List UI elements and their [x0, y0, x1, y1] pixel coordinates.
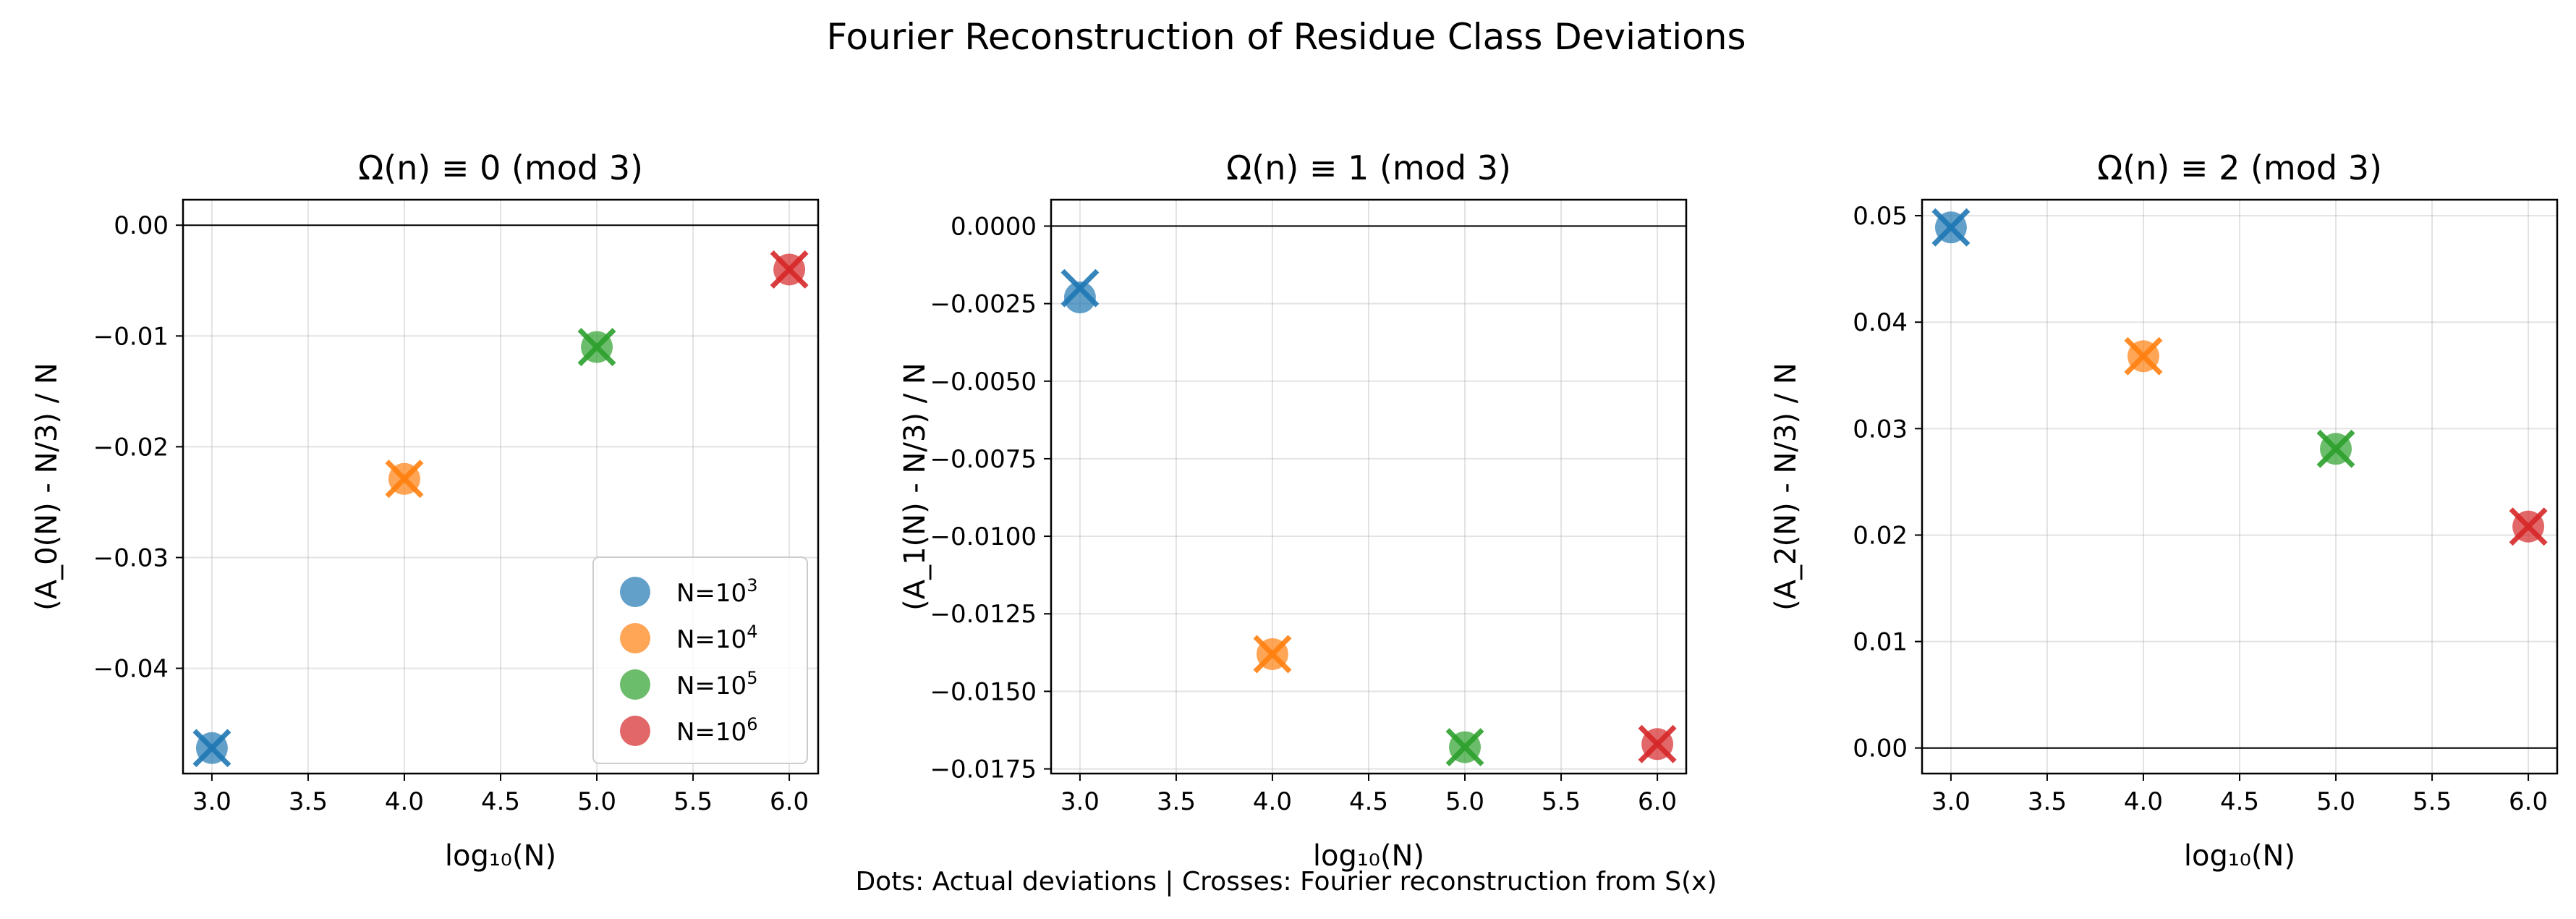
x-tick-label: 3.0: [1060, 787, 1100, 816]
x-tick-label: 3.5: [289, 787, 328, 816]
y-axis-label: (A_2(N) - N/3) / N: [1769, 363, 1803, 611]
x-tick-label: 5.0: [1445, 787, 1484, 816]
fourier-cross-mark: [385, 460, 424, 499]
x-axis-label: log₁₀(N): [2184, 839, 2295, 873]
fourier-cross-mark: [2124, 336, 2163, 376]
y-tick-label: −0.0100: [930, 522, 1037, 551]
legend-label-base: N=10: [676, 672, 747, 700]
legend-label-exponent: 4: [747, 622, 757, 642]
x-tick-label: 6.0: [770, 787, 809, 816]
legend-marker: [620, 623, 650, 653]
chart-panel-0: 3.0 3.5 4.0 4.5 5.0 5.5 6.0 0.00 −0.01 −0.02 −0.03…: [30, 148, 820, 873]
x-tick-label: 6.0: [1638, 787, 1677, 816]
y-tick-label: −0.0075: [930, 445, 1037, 474]
x-tick-label: 5.0: [577, 787, 616, 816]
y-tick-label: 0.00: [1853, 734, 1908, 763]
y-tick-label: −0.0125: [930, 600, 1037, 629]
legend-label-base: N=10: [676, 718, 747, 747]
legend-box: [592, 556, 808, 764]
x-tick-label: 4.5: [481, 787, 520, 816]
y-tick-label: 0.04: [1853, 308, 1908, 337]
y-tick-label: −0.04: [93, 655, 169, 684]
legend-marker: [620, 716, 650, 746]
y-tick-label: −0.02: [93, 433, 169, 462]
fourier-cross-mark: [1253, 635, 1292, 674]
legend-label: N=104: [676, 622, 757, 654]
x-tick-label: 3.0: [192, 787, 231, 816]
x-tick-label: 3.0: [1931, 787, 1971, 816]
x-tick-label: 5.5: [2413, 787, 2452, 816]
x-axis-label: log₁₀(N): [1313, 839, 1424, 873]
fourier-cross-mark: [577, 328, 616, 367]
legend-label-exponent: 3: [747, 575, 757, 596]
x-tick-label: 5.5: [1542, 787, 1581, 816]
x-tick-label: 4.0: [2124, 787, 2163, 816]
x-tick-label: 3.5: [1157, 787, 1196, 816]
x-tick-label: 6.0: [2509, 787, 2548, 816]
x-tick-label: 4.5: [1349, 787, 1388, 816]
y-tick-label: 0.05: [1853, 202, 1908, 231]
fourier-cross-mark: [1060, 268, 1100, 308]
y-tick-label: 0.01: [1853, 628, 1908, 657]
legend-label-base: N=10: [676, 579, 747, 608]
chart-title: Ω(n) ≡ 2 (mod 3): [2097, 148, 2382, 187]
fourier-cross-mark: [2509, 507, 2548, 546]
y-tick-label: 0.0000: [951, 212, 1037, 241]
legend-label: N=106: [676, 714, 757, 747]
fourier-cross-mark: [192, 729, 231, 768]
y-tick-label: −0.0175: [930, 755, 1037, 784]
figure-footnote: Dots: Actual deviations | Crosses: Fouri…: [855, 867, 1717, 897]
legend-label-exponent: 5: [747, 668, 757, 688]
y-tick-label: −0.03: [93, 543, 169, 572]
x-tick-label: 5.5: [673, 787, 713, 816]
x-tick-label: 4.0: [1253, 787, 1292, 816]
chart-title: Ω(n) ≡ 0 (mod 3): [358, 148, 643, 187]
legend-label: N=105: [676, 668, 757, 700]
chart-title: Ω(n) ≡ 1 (mod 3): [1226, 148, 1511, 187]
y-axis-label: (A_0(N) - N/3) / N: [30, 363, 64, 611]
x-axis-label: log₁₀(N): [445, 839, 556, 873]
legend-label: N=103: [676, 575, 757, 608]
y-tick-label: −0.0050: [930, 368, 1037, 397]
fourier-cross-mark: [1638, 724, 1677, 763]
fourier-cross-mark: [2316, 429, 2355, 468]
y-tick-label: −0.0150: [930, 677, 1037, 706]
legend-marker: [620, 577, 650, 607]
actual-deviation-dot: [1063, 281, 1096, 314]
x-tick-label: 5.0: [2316, 787, 2355, 816]
chart-panel-2: 3.0 3.5 4.0 4.5 5.0 5.5 6.0 0.00 0.01 0.02 0.03 0.0…: [1769, 148, 2559, 873]
y-tick-label: 0.03: [1853, 415, 1908, 444]
y-tick-label: 0.02: [1853, 521, 1908, 550]
legend-marker: [620, 669, 650, 700]
y-tick-label: 0.00: [114, 211, 169, 240]
panels: 3.0 3.5 4.0 4.5 5.0 5.5 6.0 0.00 −0.01 −0.02 −0.03…: [30, 148, 2559, 873]
y-tick-label: −0.0025: [930, 290, 1037, 319]
x-tick-label: 3.5: [2028, 787, 2067, 816]
fourier-cross-mark: [1445, 728, 1484, 767]
figure-suptitle: Fourier Reconstruction of Residue Class …: [826, 16, 1746, 58]
y-tick-label: −0.01: [93, 322, 169, 351]
y-axis-label: (A_1(N) - N/3) / N: [898, 363, 932, 611]
legend-label-base: N=10: [676, 625, 747, 654]
x-tick-label: 4.0: [385, 787, 424, 816]
legend-label-exponent: 6: [747, 714, 757, 734]
fourier-cross-mark: [1931, 208, 1971, 247]
x-tick-label: 4.5: [2220, 787, 2259, 816]
fourier-cross-mark: [770, 250, 809, 289]
chart-panel-1: 3.0 3.5 4.0 4.5 5.0 5.5 6.0 0.0000 −0.0025 −0.005…: [898, 148, 1688, 873]
